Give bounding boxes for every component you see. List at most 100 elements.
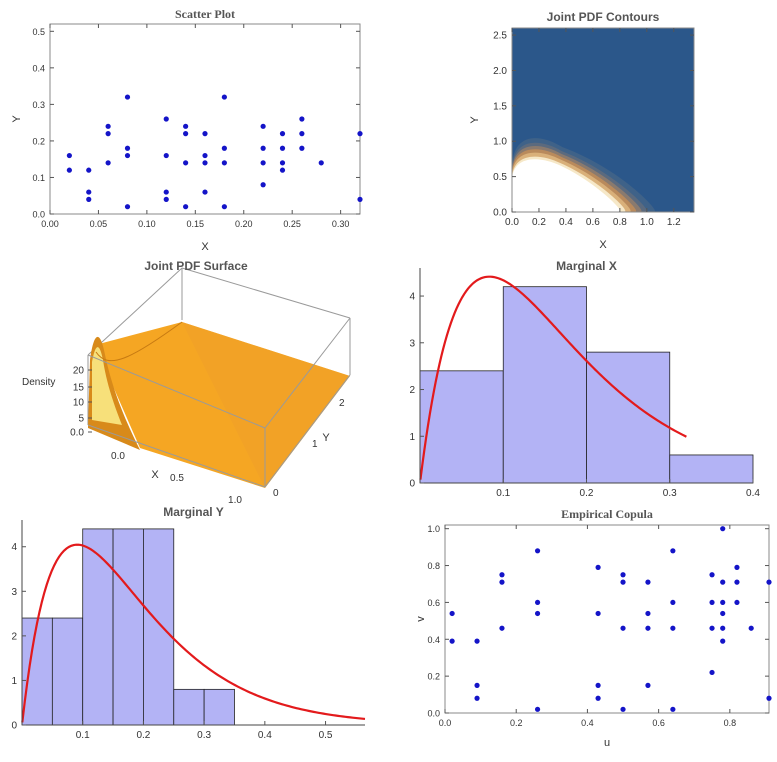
scatter-point — [299, 131, 305, 137]
y-tick-label: 0.2 — [427, 672, 440, 682]
scatter-point — [260, 123, 266, 129]
y-tick-label: 1 — [11, 676, 17, 687]
copula-point — [595, 682, 601, 688]
plot-frame — [49, 23, 361, 215]
scatter-point — [163, 116, 169, 122]
y-tick-label: 3 — [409, 338, 415, 349]
copula-point — [474, 695, 480, 701]
histogram-bar — [143, 528, 175, 726]
empirical-copula-panel: 0.0 0.2 0.4 0.6 0.8 0.0 0.2 0.4 0.6 0.8 1.0 Empiric… — [415, 507, 772, 749]
histogram-bar — [669, 454, 754, 484]
y-tick-label: 1.0 — [493, 137, 507, 148]
scatter-point — [183, 131, 189, 137]
scatter-point — [221, 94, 227, 100]
scatter-point — [163, 189, 169, 195]
y-tick-label: 0.1 — [32, 173, 45, 183]
scatter-point — [86, 196, 92, 202]
x-tick-label: 0.8 — [613, 217, 627, 228]
density-peak-highlight — [92, 347, 122, 425]
x-tick-label: 0.0 — [505, 217, 519, 228]
copula-point — [720, 638, 726, 644]
scatter-point — [124, 94, 131, 100]
copula-point — [766, 579, 772, 585]
scatter-point — [163, 152, 169, 159]
copula-point — [645, 625, 651, 631]
y-tick-label: 2 — [409, 385, 415, 396]
y-tick-label: 3 — [11, 587, 17, 598]
copula-point — [709, 625, 715, 631]
x-tick-label: 1.0 — [640, 217, 654, 228]
x-tick-label: 0.4 — [258, 730, 272, 741]
copula-point — [670, 599, 676, 606]
density-surface-shade — [182, 322, 350, 488]
plot-frame — [511, 27, 695, 213]
copula-point — [720, 526, 726, 532]
scatter-point — [279, 160, 286, 166]
y-tick-label: 0 — [409, 479, 415, 490]
x-tick-label: 0.1 — [496, 488, 510, 499]
z-tick-label: 5 — [78, 414, 84, 425]
x-axis-label: X — [151, 469, 159, 481]
x-tick-label: 0.1 — [76, 730, 90, 741]
scatter-point — [260, 182, 266, 188]
density-curve — [419, 275, 687, 480]
y-tick-label: 2.5 — [493, 31, 507, 42]
scatter-point — [183, 160, 189, 166]
copula-point — [534, 610, 541, 617]
contour-level — [512, 159, 620, 212]
x-tick-label: 0.3 — [197, 730, 211, 741]
copula-point — [720, 599, 726, 606]
y-tick-label: 0.4 — [32, 63, 45, 73]
scatter-point — [183, 123, 189, 129]
scatter-point — [163, 196, 169, 202]
histogram-bar — [82, 528, 114, 726]
copula-point — [449, 638, 455, 644]
chart-title: Empirical Copula — [561, 507, 653, 521]
copula-point — [709, 572, 715, 578]
scatter-point — [202, 131, 208, 137]
x-tick-label: 1.0 — [228, 495, 242, 506]
copula-point — [734, 564, 740, 570]
y-tick-label: 1 — [409, 432, 415, 443]
x-tick-label: 0.20 — [235, 219, 253, 229]
box-edge — [181, 267, 351, 319]
scatter-point — [202, 152, 208, 159]
scatter-point — [86, 167, 92, 173]
chart-title: Marginal X — [556, 259, 617, 273]
box-edge — [87, 424, 266, 488]
plot-frame — [444, 524, 770, 714]
scatter-plot-panel: 0.00 0.05 0.10 0.15 0.20 0.25 0.30 0.0 0.1 0.2 0.3… — [11, 7, 363, 253]
histogram-bar — [586, 351, 671, 484]
copula-point — [449, 610, 455, 617]
scatter-point — [105, 160, 111, 166]
copula-point — [645, 610, 651, 617]
density-ridge — [95, 321, 183, 362]
scatter-point — [357, 196, 363, 202]
copula-point — [734, 579, 740, 585]
y-tick-label: 0.3 — [32, 100, 45, 110]
z-tick-label: 0.0 — [70, 428, 84, 439]
x-axis-label: X — [599, 239, 607, 251]
y-tick-label: 0.5 — [493, 172, 507, 183]
marginal-y-panel: 0.1 0.2 0.3 0.4 0.5 0 1 2 3 4 Marginal Y — [11, 505, 366, 741]
copula-point — [734, 599, 740, 606]
y-tick-label: 1 — [312, 439, 318, 450]
copula-point — [748, 625, 754, 631]
x-tick-label: 0.2 — [510, 718, 523, 728]
y-tick-label: 4 — [11, 542, 17, 553]
copula-point — [670, 548, 676, 554]
x-axis-label: u — [604, 737, 610, 749]
box-edge — [87, 267, 183, 356]
y-tick-label: 0.8 — [427, 561, 440, 571]
x-tick-label: 0.3 — [663, 488, 677, 499]
x-tick-label: 0.6 — [586, 217, 600, 228]
y-tick-label: 4 — [409, 292, 415, 303]
y-tick-label: 0 — [11, 721, 17, 732]
copula-point — [474, 638, 480, 644]
scatter-point — [66, 152, 72, 159]
copula-point — [709, 599, 715, 606]
x-tick-label: 0.25 — [283, 219, 301, 229]
copula-point — [534, 706, 541, 712]
y-tick-label: 0.0 — [493, 208, 507, 219]
x-tick-label: 0.05 — [90, 219, 108, 229]
